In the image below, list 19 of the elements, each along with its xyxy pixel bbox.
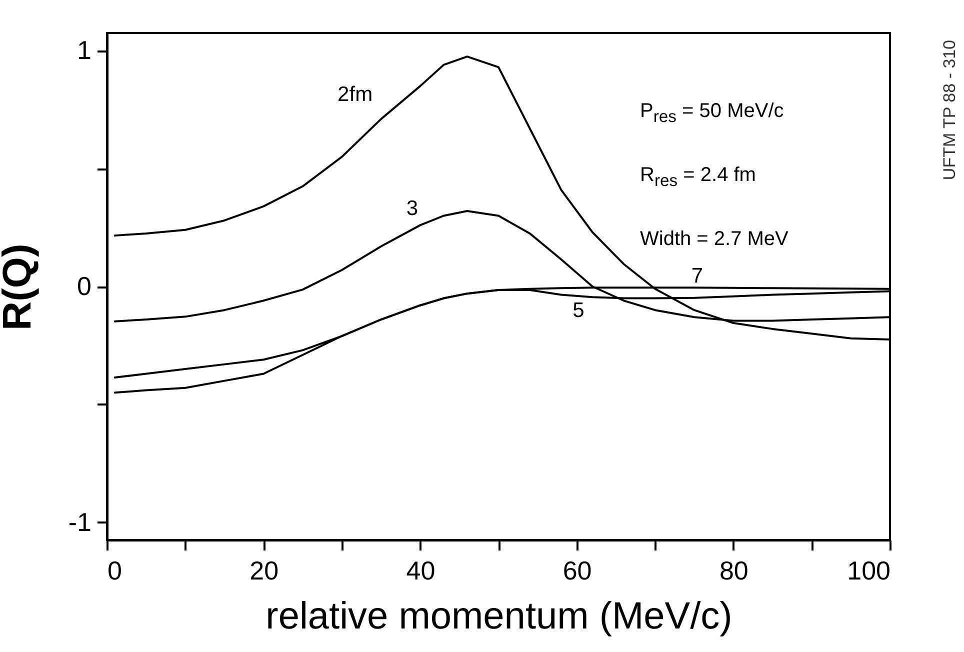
series-label: 2fm — [338, 83, 373, 106]
annotation: R$_{res}$ = 2.4 fm — [640, 163, 757, 192]
y-tick-label: -1 — [68, 506, 92, 537]
x-tick-label: 60 — [562, 556, 592, 586]
annotation: P$_{res}$ = 50 MeV/c — [640, 99, 785, 128]
x-tick-label: 40 — [406, 556, 436, 586]
y-tick-label: 0 — [77, 271, 92, 301]
y-tick-label: 1 — [77, 35, 92, 66]
text: UFTM TP 88 - 310 — [940, 38, 960, 182]
x-tick-label: 20 — [250, 556, 279, 586]
y-axis-title: R(Q) — [0, 244, 40, 330]
series-label: 5 — [572, 299, 584, 322]
x-tick-label: 80 — [719, 556, 748, 586]
x-axis-title: relative momentum (MeV/c) — [266, 596, 732, 638]
x-tick-label: 100 — [847, 556, 890, 586]
series-label: 7 — [691, 264, 704, 288]
x-tick-label: 0 — [108, 556, 122, 586]
annotation: Width = 2.7 MeV — [640, 228, 788, 250]
series-label: 3 — [406, 197, 418, 220]
